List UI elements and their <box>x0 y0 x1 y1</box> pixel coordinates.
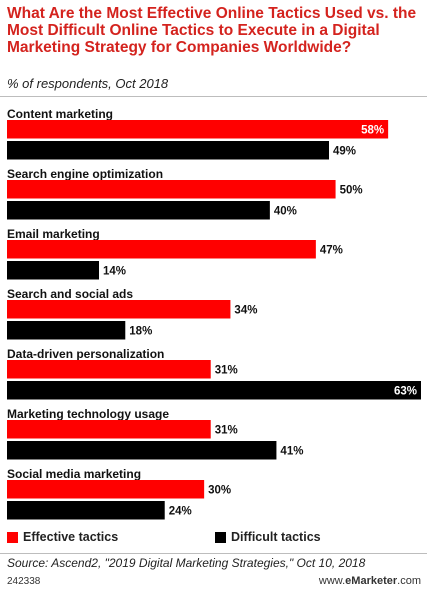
chart-subtitle: % of respondents, Oct 2018 <box>7 76 169 91</box>
chart-id: 242338 <box>7 576 41 587</box>
bar-effective-tactics-content-marketing <box>7 120 389 139</box>
bar-difficult-tactics-content-marketing <box>7 141 329 160</box>
category-label-social-media-marketing: Social media marketing <box>7 467 141 481</box>
bar-difficult-tactics-marketing-technology-usage <box>7 441 277 460</box>
bar-difficult-tactics-search-and-social-ads <box>7 321 126 340</box>
legend-label-effective: Effective tactics <box>23 530 119 544</box>
top-divider <box>0 96 427 97</box>
brand-prefix: www. <box>318 575 346 587</box>
legend-swatch-effective <box>7 531 18 543</box>
bar-difficult-tactics-search-engine-optimization <box>7 201 270 220</box>
legend-swatch-difficult <box>215 531 226 543</box>
bar-effective-tactics-marketing-technology-usage <box>7 420 211 439</box>
value-label-effective-tactics-search-and-social-ads: 34% <box>234 304 257 316</box>
legend-item-effective: Effective tactics <box>7 530 118 544</box>
brand-credit: www.eMarketer.com <box>319 575 421 587</box>
value-label-difficult-tactics-search-engine-optimization: 40% <box>274 205 297 217</box>
source-note: Source: Ascend2, "2019 Digital Marketing… <box>7 556 366 570</box>
value-label-difficult-tactics-marketing-technology-usage: 41% <box>280 445 303 457</box>
bar-effective-tactics-data-driven-personalization <box>7 360 211 379</box>
chart-title: What Are the Most Effective Online Tacti… <box>7 5 417 56</box>
value-label-effective-tactics-search-engine-optimization: 50% <box>340 184 363 196</box>
bar-difficult-tactics-email-marketing <box>7 261 99 280</box>
value-label-effective-tactics-marketing-technology-usage: 31% <box>215 424 238 436</box>
value-label-difficult-tactics-data-driven-personalization: 63% <box>394 385 417 397</box>
value-label-effective-tactics-data-driven-personalization: 31% <box>215 364 238 376</box>
category-label-search-and-social-ads: Search and social ads <box>7 287 133 301</box>
value-label-difficult-tactics-email-marketing: 14% <box>103 265 126 277</box>
brand-name: eMarketer <box>345 575 398 587</box>
value-label-difficult-tactics-social-media-marketing: 24% <box>169 505 192 517</box>
legend-label-difficult: Difficult tactics <box>231 530 321 544</box>
bar-effective-tactics-search-engine-optimization <box>7 180 336 199</box>
category-label-marketing-technology-usage: Marketing technology usage <box>7 407 169 421</box>
legend: Effective tactics Difficult tactics <box>7 530 421 546</box>
category-label-content-marketing: Content marketing <box>7 107 113 121</box>
value-label-difficult-tactics-search-and-social-ads: 18% <box>129 325 152 337</box>
bar-effective-tactics-search-and-social-ads <box>7 300 231 319</box>
value-label-effective-tactics-social-media-marketing: 30% <box>208 484 231 496</box>
category-label-email-marketing: Email marketing <box>7 227 100 241</box>
bar-effective-tactics-email-marketing <box>7 240 316 259</box>
bar-effective-tactics-social-media-marketing <box>7 480 205 499</box>
value-label-effective-tactics-content-marketing: 58% <box>361 124 384 136</box>
category-label-search-engine-optimization: Search engine optimization <box>7 167 163 181</box>
bottom-divider <box>0 553 427 554</box>
bar-difficult-tactics-social-media-marketing <box>7 501 165 520</box>
bar-difficult-tactics-data-driven-personalization <box>7 381 421 400</box>
legend-item-difficult: Difficult tactics <box>215 530 321 544</box>
value-label-difficult-tactics-content-marketing: 49% <box>333 145 356 157</box>
value-label-effective-tactics-email-marketing: 47% <box>320 244 343 256</box>
brand-suffix: .com <box>397 575 421 587</box>
category-label-data-driven-personalization: Data-driven personalization <box>7 347 164 361</box>
